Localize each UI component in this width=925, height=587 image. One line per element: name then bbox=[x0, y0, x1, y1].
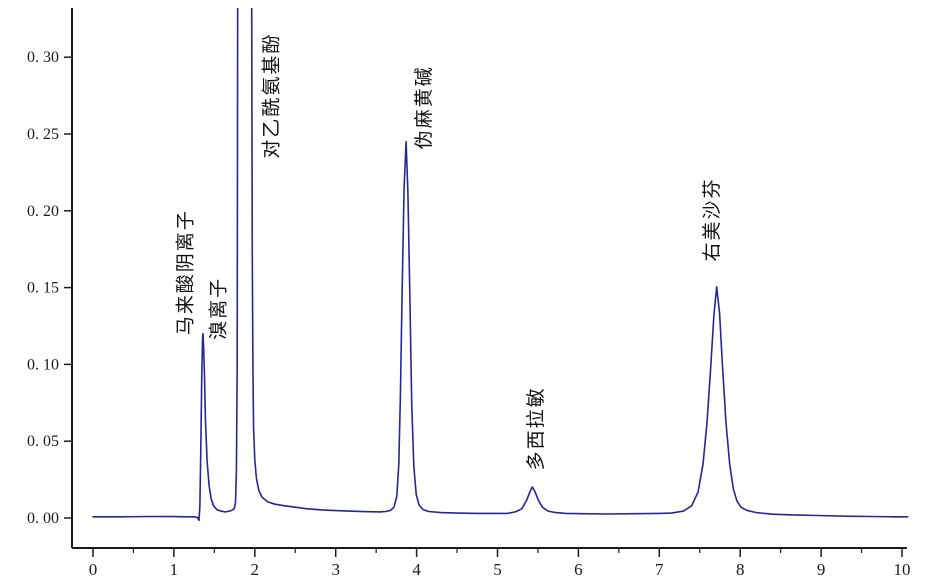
x-tick-label: 8 bbox=[736, 560, 745, 579]
x-tick-label: 7 bbox=[655, 560, 664, 579]
y-tick-label: 0. 00 bbox=[27, 510, 59, 527]
y-tick-label: 0. 15 bbox=[27, 280, 59, 297]
peak-label: 多西拉敏 bbox=[525, 386, 547, 470]
y-tick-label: 0. 10 bbox=[27, 356, 59, 373]
chromatogram-trace bbox=[92, 8, 909, 522]
x-tick-label: 10 bbox=[894, 560, 911, 579]
x-tick-label: 6 bbox=[574, 560, 583, 579]
peak-label: 右美沙芬 bbox=[701, 177, 723, 261]
x-tick-label: 9 bbox=[817, 560, 826, 579]
peak-label: 溴离子 bbox=[208, 277, 230, 340]
x-tick-label: 4 bbox=[412, 560, 421, 579]
x-tick-label: 1 bbox=[170, 560, 179, 579]
y-tick-label: 0. 30 bbox=[27, 49, 59, 66]
x-tick-label: 5 bbox=[493, 560, 502, 579]
y-tick-label: 0. 25 bbox=[27, 126, 59, 143]
y-tick-label: 0. 05 bbox=[27, 433, 59, 450]
x-tick-label: 0 bbox=[89, 560, 98, 579]
x-tick-label: 2 bbox=[251, 560, 260, 579]
peak-label: 马来酸阴离子 bbox=[175, 209, 197, 335]
y-tick-label: 0. 20 bbox=[27, 203, 59, 220]
peak-label: 伪麻黄碱 bbox=[413, 65, 435, 149]
peak-label: 对乙酰氨基酚 bbox=[260, 33, 282, 159]
x-tick-label: 3 bbox=[331, 560, 340, 579]
